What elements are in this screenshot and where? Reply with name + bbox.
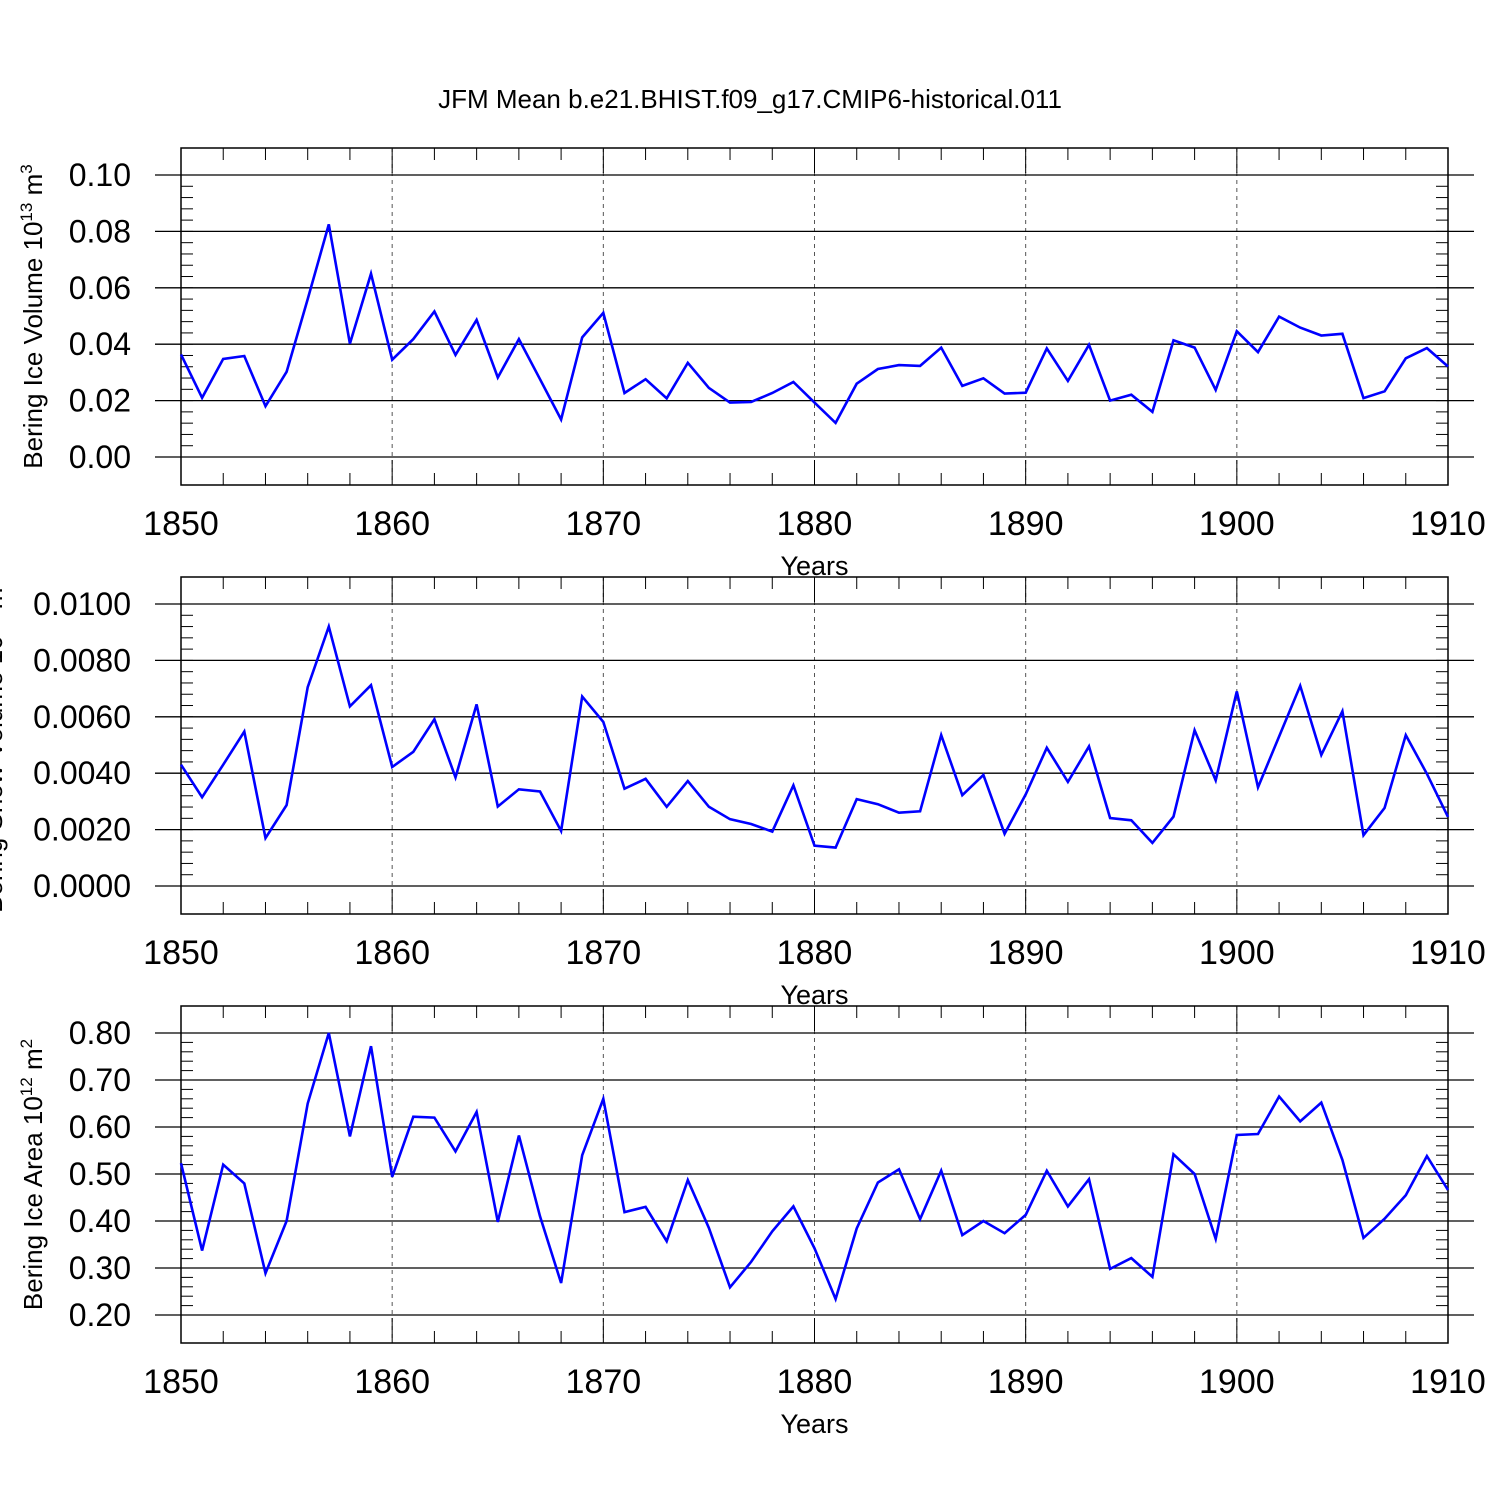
x-tick-label: 1850 — [143, 505, 219, 543]
x-tick-label: 1900 — [1199, 1363, 1275, 1401]
series-line — [179, 224, 1449, 426]
y-tick-label: 0.0080 — [33, 642, 131, 678]
x-tick-label: 1880 — [777, 934, 853, 972]
y-tick-label: 0.60 — [69, 1109, 131, 1145]
x-tick-label: 1910 — [1410, 505, 1486, 543]
x-axis-label: Years — [780, 980, 848, 1010]
y-tick-label: 0.40 — [69, 1203, 131, 1239]
x-axis-label: Years — [780, 551, 848, 581]
x-axis-label: Years — [780, 1409, 848, 1439]
y-tick-label: 0.02 — [69, 383, 131, 419]
y-tick-label: 0.10 — [69, 157, 131, 193]
x-tick-label: 1870 — [566, 505, 642, 543]
y-tick-label: 0.70 — [69, 1062, 131, 1098]
figure-title: JFM Mean b.e21.BHIST.f09_g17.CMIP6-histo… — [438, 84, 1062, 114]
y-tick-label: 0.20 — [69, 1297, 131, 1333]
y-tick-label: 0.0000 — [33, 868, 131, 904]
panel-3: 0.20 0.30 0.40 0.50 0.60 0.70 0.80 1850 1860 1870… — [17, 1005, 1486, 1439]
x-tick-label: 1900 — [1199, 934, 1275, 972]
y-tick-label: 0.30 — [69, 1250, 131, 1286]
y-tick-label: 0.08 — [69, 213, 131, 249]
series-line — [179, 622, 1450, 849]
y-tick-label: 0.04 — [69, 326, 131, 362]
x-tick-label: 1910 — [1410, 1363, 1486, 1401]
y-tick-label: 0.0040 — [33, 755, 131, 791]
x-tick-label: 1870 — [566, 934, 642, 972]
x-tick-label: 1850 — [143, 1363, 219, 1401]
x-tick-label: 1860 — [354, 505, 430, 543]
x-tick-label: 1860 — [354, 1363, 430, 1401]
series-line — [179, 1032, 1450, 1303]
x-tick-label: 1890 — [988, 1363, 1064, 1401]
y-tick-label: 0.0100 — [33, 586, 131, 622]
x-tick-label: 1880 — [777, 505, 853, 543]
y-tick-label: 0.0020 — [33, 812, 131, 848]
y-tick-label: 0.00 — [69, 439, 131, 475]
y-tick-label: 0.06 — [69, 270, 131, 306]
y-tick-label: 0.0060 — [33, 699, 131, 735]
y-axis-label: Bering Ice Area 1012 m2 — [17, 1039, 48, 1310]
y-axis-label: Bering Ice Volume 1013 m3 — [17, 164, 48, 468]
x-tick-label: 1870 — [566, 1363, 642, 1401]
x-tick-label: 1890 — [988, 934, 1064, 972]
panel-1: 0.00 0.02 0.04 0.06 0.08 0.10 1850 1860 1870 1880… — [17, 147, 1486, 581]
panel-2: 0.0000 0.0020 0.0040 0.0060 0.0080 0.0100 1850… — [0, 576, 1486, 1010]
x-tick-label: 1850 — [143, 934, 219, 972]
x-tick-label: 1890 — [988, 505, 1064, 543]
x-tick-label: 1880 — [777, 1363, 853, 1401]
y-tick-label: 0.80 — [69, 1015, 131, 1051]
y-tick-label: 0.50 — [69, 1156, 131, 1192]
x-tick-label: 1900 — [1199, 505, 1275, 543]
x-tick-label: 1860 — [354, 934, 430, 972]
y-axis-label: Bering Snow Volume 1013 m3 — [0, 578, 8, 913]
x-tick-label: 1910 — [1410, 934, 1486, 972]
